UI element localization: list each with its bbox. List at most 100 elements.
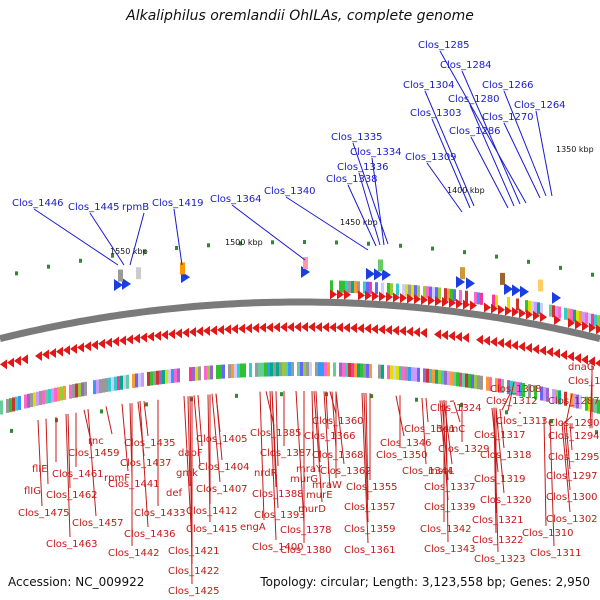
reverse-gene-arrow [189,327,196,338]
forward-gene-arrow [374,268,383,281]
cog-segment [150,371,153,386]
kbp-tick-label: 1550 kbp [110,247,148,256]
cog-segment [480,292,483,305]
cog-segment [117,376,120,391]
reverse-gene-arrow [595,359,600,367]
reverse-gene-arrow [133,333,140,344]
cog-segment [588,397,591,412]
forward-leader-line [231,204,306,261]
reverse-gene-label: Clos_1441 [108,479,160,490]
feature-box [118,269,123,282]
reverse-leader-line [295,390,305,524]
scale-tick [303,240,306,245]
forward-gene-label: Clos_1335 [331,132,383,143]
reverse-gene-arrow [476,334,483,345]
reverse-gene-label: Clos_1300 [546,492,598,503]
reverse-gene-arrow [14,355,21,366]
cog-segment [477,375,480,390]
reverse-gene-arrow [336,322,343,333]
cog-segment [474,374,477,389]
cog-segment [231,364,234,379]
cog-segment [522,382,525,397]
cog-segment [495,378,498,393]
reverse-gene-label: Clos_1341 [404,424,456,435]
cog-segment [594,314,597,327]
forward-gene-label: Clos_1340 [264,186,316,197]
forward-gene-arrow [498,304,505,315]
cog-segment [552,305,555,318]
forward-gene-label: Clos_1280 [448,94,500,105]
cog-segment [303,362,306,377]
kbp-tick-label: 1500 kbp [225,238,263,247]
reverse-gene-label: Clos_1461 [52,469,104,480]
reverse-gene-label: Clos_1462 [46,490,98,501]
reverse-gene-label: Clos_1319 [474,474,526,485]
cog-segment [195,366,198,381]
cog-segment [330,280,333,293]
forward-gene-label: Clos_1286 [449,126,501,137]
forward-gene-arrow [568,317,575,328]
reverse-gene-arrow [301,322,308,333]
reverse-leader-line [323,391,331,489]
reverse-gene-arrow [63,345,70,356]
scale-tick [15,271,18,276]
cog-segment [165,369,168,384]
cog-segment [582,311,585,324]
reverse-gene-label: flIG [24,486,41,497]
cog-segment [276,362,279,377]
forward-gene-arrow [449,297,456,308]
reverse-gene-arrow [91,339,98,350]
forward-gene-label: Clos_1338 [326,174,378,185]
cog-segment [141,372,144,387]
forward-gene-arrow [386,291,393,302]
cog-segment [444,288,447,301]
cog-segment [540,386,543,401]
reverse-leader-line [493,407,499,553]
cog-segment [63,385,66,400]
reverse-gene-arrow [434,329,441,340]
forward-leader-line [461,70,521,205]
reverse-gene-arrow [140,332,147,343]
forward-gene-label: Clos_1266 [482,80,534,91]
kbp-tick-label: 1350 kbp [556,145,594,154]
scale-tick [431,246,434,251]
feature-box [303,257,308,270]
reverse-gene-label: engA [240,522,266,533]
reverse-leader-line [67,413,71,489]
reverse-gene-arrow [329,322,336,333]
reverse-gene-label: Clos_1344 [402,466,454,477]
cog-segment [255,362,258,377]
forward-gene-label: Clos_1284 [440,60,492,71]
cog-segment [357,281,360,294]
cog-segment [12,397,15,412]
kbp-tick-label: 1450 kbp [340,218,378,227]
reverse-gene-arrow [112,336,119,347]
reverse-leader-line [495,408,505,494]
reverse-leader-line [365,392,369,501]
reverse-leader-line [197,395,203,447]
cog-segment [417,285,420,298]
cog-segment [228,364,231,379]
cog-segment [204,365,207,380]
forward-gene-arrow [365,290,372,301]
reverse-gene-arrow [420,327,427,338]
cog-segment [555,389,558,404]
cog-segment [435,369,438,384]
cog-segment [507,380,510,395]
forward-leader-line [173,208,183,266]
reverse-gene-label: Clos_1360 [312,416,364,427]
cog-segment [567,308,570,321]
cog-segment [516,381,519,396]
reverse-gene-arrow [147,331,154,342]
reverse-gene-label: Clos_1385 [250,428,302,439]
reverse-gene-arrow [56,346,63,357]
reverse-gene-arrow [511,340,518,351]
reverse-gene-arrow [350,323,357,334]
cog-segment [111,377,114,392]
forward-gene-arrow [372,291,379,302]
cog-segment [315,362,318,377]
cog-segment [597,399,600,414]
scale-tick [370,394,373,399]
reverse-leader-line [143,400,149,437]
cog-segment [414,367,417,382]
